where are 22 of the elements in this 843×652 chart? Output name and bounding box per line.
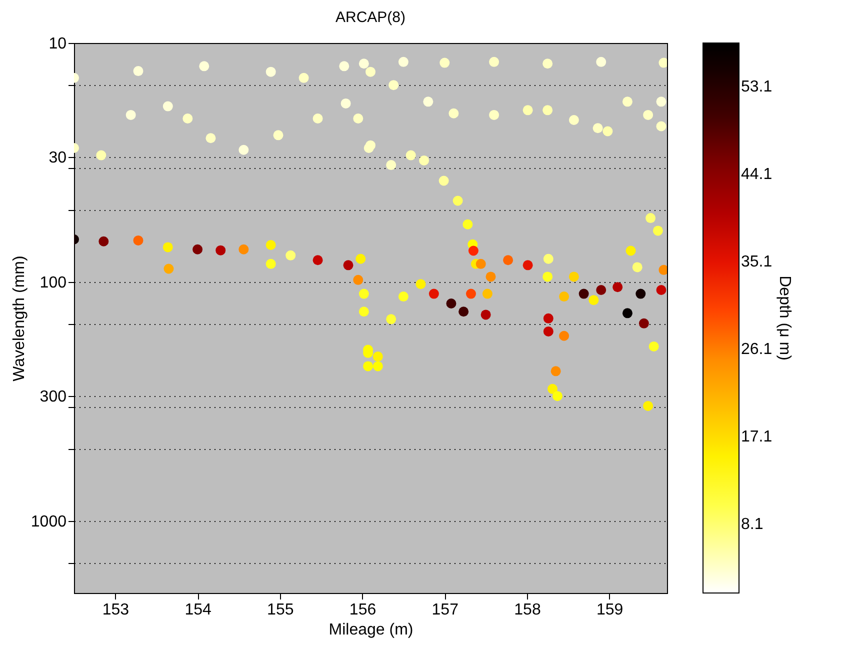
color-bar-label: 35.1 <box>741 254 772 271</box>
y-tick-label: 30 <box>48 150 67 167</box>
x-tick-label: 153 <box>102 602 130 618</box>
color-bar-label: 26.1 <box>741 341 772 358</box>
x-tick-label: 155 <box>267 602 294 618</box>
chart-title: ARCAP(8) <box>335 9 406 26</box>
x-tick-label: 158 <box>514 602 541 618</box>
x-tick-label: 159 <box>596 602 624 618</box>
x-axis-title: Mileage (m) <box>328 622 414 638</box>
x-tick-label: 157 <box>432 602 459 618</box>
color-bar-label: 44.1 <box>741 166 772 184</box>
x-tick-label: 156 <box>349 602 376 618</box>
y-tick-label: 100 <box>40 274 67 292</box>
color-bar-label: 53.1 <box>741 78 772 96</box>
color-bar-title: Depth (μ m) <box>776 276 793 360</box>
y-tick-label: 10 <box>48 36 67 52</box>
x-tick-label: 154 <box>184 602 212 618</box>
color-bar-label: 17.1 <box>741 428 772 446</box>
y-tick-label: 300 <box>40 388 67 406</box>
y-axis-title: Wavelength (mm) <box>10 256 28 382</box>
color-bar-label: 8.1 <box>741 516 764 534</box>
y-tick-label: 1000 <box>30 514 67 531</box>
